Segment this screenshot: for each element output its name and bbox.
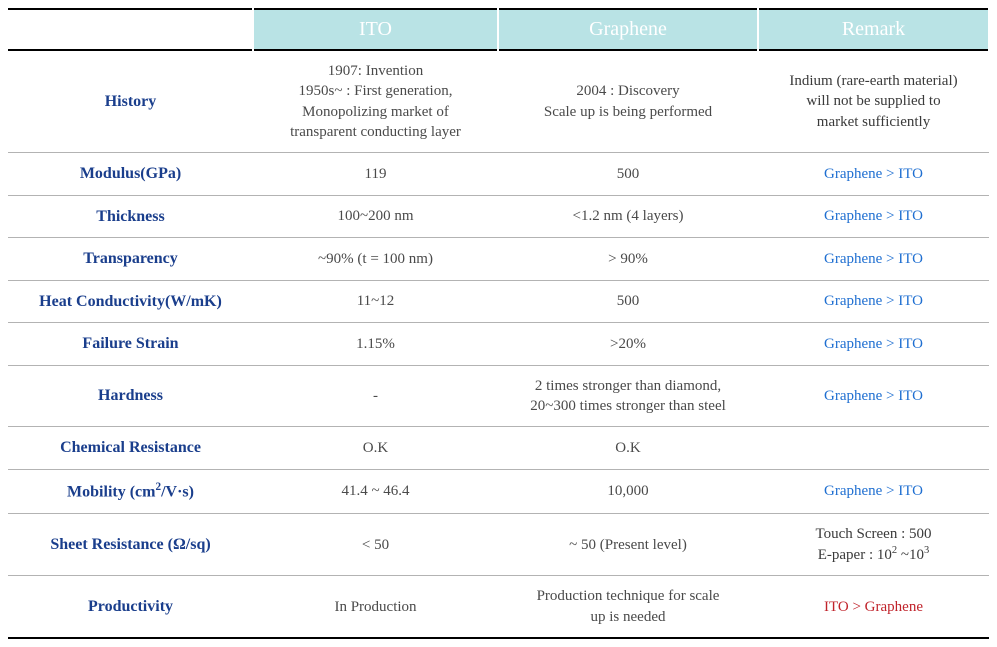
row-label: Transparency [8, 238, 253, 281]
cell-remark: Touch Screen : 500E-paper : 102 ~103 [758, 513, 989, 576]
cell-graphene: Production technique for scaleup is need… [498, 576, 758, 638]
row-label: Modulus(GPa) [8, 153, 253, 196]
table-row: ProductivityIn ProductionProduction tech… [8, 576, 989, 638]
table-header-row: ITO Graphene Remark [8, 9, 989, 50]
cell-graphene: 10,000 [498, 470, 758, 514]
table-row: Hardness-2 times stronger than diamond,2… [8, 365, 989, 427]
cell-ito: 119 [253, 153, 498, 196]
cell-ito: O.K [253, 427, 498, 470]
cell-graphene: 500 [498, 280, 758, 323]
cell-ito: 1907: Invention1950s~ : First generation… [253, 50, 498, 153]
row-label: Thickness [8, 195, 253, 238]
table-row: Heat Conductivity(W/mK)11~12500Graphene … [8, 280, 989, 323]
cell-ito: < 50 [253, 513, 498, 576]
row-label: Mobility (cm2/V·s) [8, 470, 253, 514]
table-row: Mobility (cm2/V·s)41.4 ~ 46.410,000Graph… [8, 470, 989, 514]
header-remark: Remark [758, 9, 989, 50]
cell-graphene: ~ 50 (Present level) [498, 513, 758, 576]
cell-remark: Indium (rare-earth material)will not be … [758, 50, 989, 153]
header-ito: ITO [253, 9, 498, 50]
row-label: History [8, 50, 253, 153]
cell-ito: 100~200 nm [253, 195, 498, 238]
cell-ito: 11~12 [253, 280, 498, 323]
cell-graphene: 500 [498, 153, 758, 196]
cell-remark: Graphene > ITO [758, 280, 989, 323]
header-graphene: Graphene [498, 9, 758, 50]
cell-remark: Graphene > ITO [758, 470, 989, 514]
table-row: Sheet Resistance (Ω/sq)< 50~ 50 (Present… [8, 513, 989, 576]
cell-graphene: 2 times stronger than diamond,20~300 tim… [498, 365, 758, 427]
cell-remark [758, 427, 989, 470]
cell-ito: - [253, 365, 498, 427]
cell-remark: Graphene > ITO [758, 365, 989, 427]
cell-graphene: 2004 : DiscoveryScale up is being perfor… [498, 50, 758, 153]
comparison-table: ITO Graphene Remark History1907: Inventi… [8, 8, 990, 639]
cell-remark: Graphene > ITO [758, 238, 989, 281]
cell-graphene: O.K [498, 427, 758, 470]
table-row: Failure Strain1.15%>20%Graphene > ITO [8, 323, 989, 366]
row-label: Failure Strain [8, 323, 253, 366]
cell-ito: 1.15% [253, 323, 498, 366]
cell-remark: Graphene > ITO [758, 195, 989, 238]
cell-graphene: >20% [498, 323, 758, 366]
table-row: Transparency~90% (t = 100 nm)> 90%Graphe… [8, 238, 989, 281]
cell-remark: ITO > Graphene [758, 576, 989, 638]
row-label: Heat Conductivity(W/mK) [8, 280, 253, 323]
cell-ito: 41.4 ~ 46.4 [253, 470, 498, 514]
cell-ito: In Production [253, 576, 498, 638]
table-body: History1907: Invention1950s~ : First gen… [8, 50, 989, 638]
table-row: Modulus(GPa)119500Graphene > ITO [8, 153, 989, 196]
cell-remark: Graphene > ITO [758, 153, 989, 196]
table-row: Thickness100~200 nm<1.2 nm (4 layers)Gra… [8, 195, 989, 238]
row-label: Productivity [8, 576, 253, 638]
cell-graphene: > 90% [498, 238, 758, 281]
table-row: Chemical ResistanceO.KO.K [8, 427, 989, 470]
row-label: Hardness [8, 365, 253, 427]
table-row: History1907: Invention1950s~ : First gen… [8, 50, 989, 153]
cell-graphene: <1.2 nm (4 layers) [498, 195, 758, 238]
cell-ito: ~90% (t = 100 nm) [253, 238, 498, 281]
row-label: Sheet Resistance (Ω/sq) [8, 513, 253, 576]
cell-remark: Graphene > ITO [758, 323, 989, 366]
row-label: Chemical Resistance [8, 427, 253, 470]
header-blank [8, 9, 253, 50]
